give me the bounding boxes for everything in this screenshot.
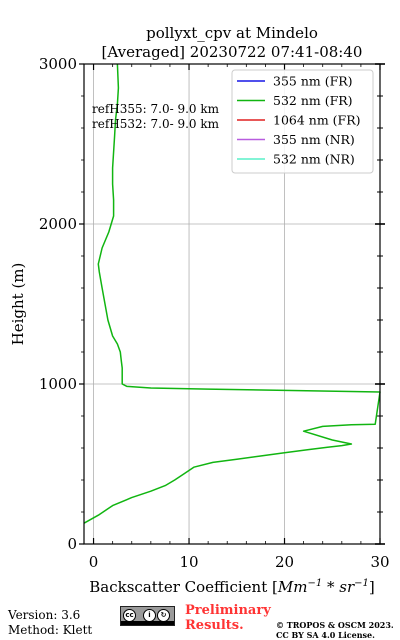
chart-title-line1: pollyxt_cpv at Mindelo xyxy=(146,24,318,42)
legend-box xyxy=(231,69,374,174)
tick-labels: 0 10 20 30 0 1000 2000 3000 xyxy=(39,55,390,571)
series-line-1 xyxy=(83,63,381,524)
x-tick-label: 10 xyxy=(179,553,198,571)
y-tick-label: 3000 xyxy=(39,55,77,73)
x-tick-label: 20 xyxy=(275,553,294,571)
legend-label-2: 1064 nm (FR) xyxy=(273,113,361,128)
copyright-line1: © TROPOS & OSCM 2023. xyxy=(276,620,394,630)
axis-ticks xyxy=(79,63,385,545)
x-axis-unit-base: Mm xyxy=(277,578,308,596)
preliminary-label-line2: Results. xyxy=(185,618,244,633)
annotation-refh532: refH532: 7.0- 9.0 km xyxy=(92,117,220,131)
legend-label-4: 532 nm (NR) xyxy=(273,152,355,167)
preliminary-label-line1: Preliminary xyxy=(185,603,271,618)
x-axis-unit-mid: * sr xyxy=(322,578,355,596)
x-axis-unit-exp2: −1 xyxy=(354,578,369,589)
x-tick-label: 30 xyxy=(370,553,389,571)
x-axis-label-text: Backscatter Coefficient xyxy=(89,578,267,596)
x-tick-label: 0 xyxy=(89,553,99,571)
chart-title-line2: [Averaged] 20230722 07:41-08:40 xyxy=(102,43,363,61)
legend-label-0: 355 nm (FR) xyxy=(273,74,353,89)
y-axis-label: Height (m) xyxy=(9,263,27,346)
x-axis-label: Backscatter Coefficient [Mm−1 * sr−1] xyxy=(89,578,374,596)
series-lines xyxy=(83,63,381,524)
copyright-line2: CC BY SA 4.0 License. xyxy=(276,630,375,640)
plot-frame xyxy=(83,63,381,545)
chart-legend: 355 nm (FR) 532 nm (FR) 1064 nm (FR) 355 nm… xyxy=(231,69,374,174)
legend-label-3: 355 nm (NR) xyxy=(273,132,355,147)
y-tick-label: 1000 xyxy=(39,375,77,393)
annotation-refh355: refH355: 7.0- 9.0 km xyxy=(92,102,220,116)
y-tick-label: 0 xyxy=(67,535,77,553)
x-axis-unit-exp1: −1 xyxy=(307,578,322,589)
version-text: Version: 3.6 xyxy=(8,608,81,622)
method-text: Method: Klett xyxy=(8,623,93,637)
cc-license-badge: cc i ↻ xyxy=(120,606,175,626)
legend-label-1: 532 nm (FR) xyxy=(273,93,353,108)
y-tick-label: 2000 xyxy=(39,215,77,233)
